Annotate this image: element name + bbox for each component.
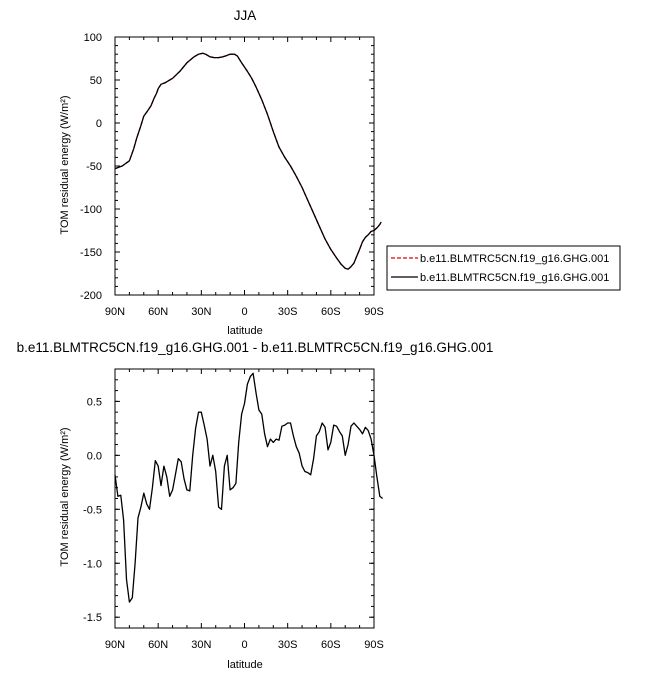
chart-2-y-axis-label: TOM residual energy (W/m²) — [59, 427, 71, 566]
y-tick-label: -1.5 — [83, 612, 102, 624]
chart-2: b.e11.BLMTRC5CN.f19_g16.GHG.001 - b.e11.… — [17, 340, 494, 671]
chart-1-y-axis-label: TOM residual energy (W/m²) — [59, 95, 71, 234]
x-tick-label: 0 — [241, 639, 247, 651]
y-tick-label: -1.0 — [83, 558, 102, 570]
chart-2-axes: 90N 60N 30N 0 30S 60S 90S 0.5 0.0 -0.5 -1.0 -1.5 — [83, 368, 384, 651]
chart-2-series — [114, 372, 384, 603]
series-line-2 — [114, 52, 382, 270]
y-tick-label: -50 — [86, 161, 102, 173]
chart-2-title: b.e11.BLMTRC5CN.f19_g16.GHG.001 - b.e11.… — [17, 340, 494, 355]
x-tick-label: 90N — [105, 306, 125, 318]
x-tick-label: 90S — [364, 639, 384, 651]
y-tick-label: 0 — [96, 118, 102, 130]
plot-frame — [114, 368, 375, 629]
y-tick-label: -150 — [80, 247, 102, 259]
series-line-1 — [114, 52, 382, 270]
x-tick-label: 60N — [148, 639, 168, 651]
chart-2-x-axis-label: latitude — [227, 659, 262, 671]
chart-1-axes: 90N 60N 30N 0 30S 60S 90S 100 50 0 -50 -100 -150 -200 — [80, 32, 384, 318]
chart-1-title: JJA — [234, 8, 257, 23]
chart-1-x-axis-label: latitude — [227, 325, 262, 337]
x-tick-label: 30S — [278, 306, 298, 318]
x-tick-label: 30N — [191, 639, 211, 651]
chart-1-series — [114, 52, 382, 270]
y-tick-label: -100 — [80, 204, 102, 216]
x-tick-label: 30S — [278, 639, 298, 651]
x-tick-label: 60S — [321, 306, 341, 318]
legend-box — [386, 245, 621, 291]
chart-1-legend: b.e11.BLMTRC5CN.f19_g16.GHG.001 b.e11.BL… — [386, 245, 621, 291]
y-tick-label: 50 — [90, 75, 102, 87]
x-tick-label: 60N — [148, 306, 168, 318]
series-line-1 — [114, 372, 384, 603]
y-tick-label: -200 — [80, 290, 102, 302]
y-tick-label: 0.5 — [87, 396, 102, 408]
x-tick-label: 90N — [105, 639, 125, 651]
x-tick-label: 30N — [191, 306, 211, 318]
chart-1: JJA 90N 60N 30N 0 30S 60S 90S 100 50 0 -50 -100 -150… — [59, 8, 384, 337]
x-tick-label: 90S — [364, 306, 384, 318]
legend-entry-1: b.e11.BLMTRC5CN.f19_g16.GHG.001 — [420, 253, 609, 265]
x-tick-label: 60S — [321, 639, 341, 651]
y-tick-label: -0.5 — [83, 504, 102, 516]
legend-entry-2: b.e11.BLMTRC5CN.f19_g16.GHG.001 — [420, 272, 609, 284]
x-tick-label: 0 — [241, 306, 247, 318]
y-tick-label: 0.0 — [87, 450, 102, 462]
y-tick-label: 100 — [84, 32, 102, 44]
